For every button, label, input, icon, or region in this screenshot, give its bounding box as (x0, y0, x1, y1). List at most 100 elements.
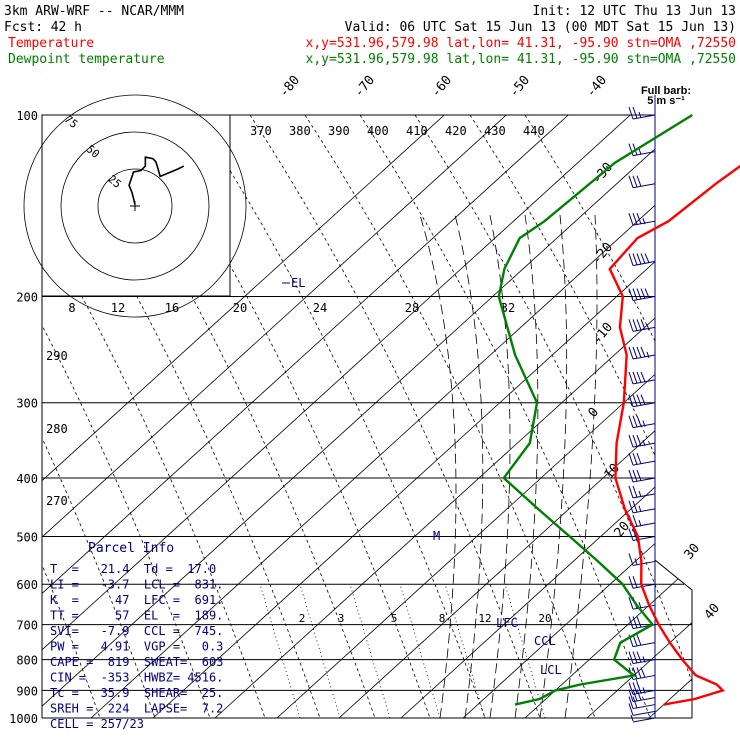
lfc-marker: LFC (496, 616, 518, 630)
pressure-label: 400 (16, 472, 38, 486)
isotherm-line (648, 115, 692, 718)
isotherm-line (90, 115, 692, 718)
el-marker: EL (291, 276, 305, 290)
isotherm-line (42, 115, 692, 718)
hodograph-ring (60, 131, 210, 281)
mixing-ratio-label: 20 (538, 612, 551, 625)
isotherm-line (462, 115, 692, 718)
pressure-label: 1000 (9, 712, 38, 726)
mixing-ratio-label: 12 (478, 612, 491, 625)
mixing-ratio-line (444, 584, 486, 718)
isotherm-label: -50 (507, 73, 534, 101)
theta-label: 290 (46, 349, 68, 363)
ccl-marker: CCL (534, 634, 556, 648)
wind-barb (628, 576, 656, 589)
theta-label: 280 (46, 422, 68, 436)
init-time: Init: 12 UTC Thu 13 Jun 13 (533, 4, 737, 19)
dry-adiabat (194, 115, 486, 718)
sounding-traces: EL M LFC CCL LCL (282, 113, 740, 706)
wind-barb (628, 682, 656, 695)
pressure-label: 500 (16, 530, 38, 544)
pressure-label: 800 (16, 654, 38, 668)
wind-barb (628, 288, 656, 302)
dewpoint-info: x,y=531.96,579.98 lat,lon= 41.31, -95.90… (306, 52, 736, 67)
wind-barb (628, 469, 656, 483)
isotherm-label: 40 (702, 601, 724, 623)
temperature-trace (608, 164, 740, 706)
lcl-marker: LCL (540, 663, 562, 677)
parcel-info-row: CIN = -353 HWBZ= 4516. (50, 671, 223, 685)
moist-adiabat (489, 214, 511, 718)
mixing-ratio-label: 3 (338, 612, 345, 625)
parcel-info-row: K = 47 LFC = 691. (50, 593, 223, 607)
isotherm-line (42, 115, 569, 718)
isotherm-line (586, 115, 692, 718)
wind-barb (628, 106, 656, 120)
parcel-info-row: Tc = 35.9 SHEAR= 25. (50, 686, 223, 700)
thetae-label: 32 (501, 301, 515, 315)
moist-adiabat (564, 214, 598, 718)
dewpoint-trace (497, 113, 693, 706)
wind-barb (628, 485, 656, 499)
temperature-legend: Temperature (8, 36, 94, 51)
parcel-info-row: T = 21.4 Td = 17.0 (50, 562, 216, 576)
mixing-ratio-line (259, 584, 301, 718)
pressure-label: 200 (16, 291, 38, 305)
wind-barb (628, 500, 656, 514)
moist-adiabat (514, 214, 539, 718)
mixing-ratio-line (504, 584, 546, 718)
thetae-label: 20 (233, 301, 247, 315)
valid-time: Valid: 06 UTC Sat 15 Jun 13 (00 MDT Sat … (345, 20, 736, 35)
theta-label: 380 (289, 124, 311, 138)
parcel-info-row: SVI= -7.9 CCL = 745. (50, 624, 223, 638)
isotherm-line (400, 115, 692, 718)
theta-label: 430 (484, 124, 506, 138)
wind-barb (628, 651, 656, 665)
wind-barb (628, 346, 656, 360)
hodograph-trace (128, 156, 185, 205)
wind-barb (628, 703, 656, 716)
wind-barb (630, 714, 656, 723)
wind-barb (628, 434, 656, 448)
theta-label: 400 (367, 124, 389, 138)
theta-label: 390 (328, 124, 350, 138)
pressure-label: 900 (16, 684, 38, 698)
mixing-ratio-label: 2 (299, 612, 306, 625)
isotherm-label: -10 (590, 320, 617, 348)
pressure-label: 300 (16, 397, 38, 411)
isotherm-label: -70 (352, 73, 379, 101)
moist-adiabat (419, 214, 457, 718)
isotherm-label: 0 (586, 405, 603, 421)
model-title: 3km ARW-WRF -- NCAR/MMM (4, 4, 184, 19)
moist-adiabat (454, 214, 484, 718)
temperature-info: x,y=531.96,579.98 lat,lon= 41.31, -95.90… (306, 36, 736, 51)
wind-barb (628, 213, 656, 226)
thetae-label: 8 (68, 301, 75, 315)
parcel-info-panel: Parcel Info T = 21.4 Td = 17.0 LI = -3.7 … (50, 541, 223, 731)
wind-barb (628, 371, 656, 385)
thetae-label: 28 (405, 301, 419, 315)
thetae-label: 24 (313, 301, 327, 315)
wind-barb (628, 553, 656, 566)
theta-label: 420 (445, 124, 467, 138)
pressure-label: 100 (16, 109, 38, 123)
mixing-ratio-line (299, 584, 341, 718)
isotherm-line (214, 115, 692, 718)
wind-barb (628, 253, 656, 267)
mixing-ratio-line (349, 584, 391, 718)
parcel-info-title: Parcel Info (88, 541, 174, 556)
isotherm-label: -40 (584, 73, 611, 101)
parcel-info-row: CAPE = 819 SWEAT= 603 (50, 655, 223, 669)
isotherm-label: 30 (682, 541, 704, 563)
isotherm-label: -60 (429, 73, 456, 101)
wind-barb (628, 394, 656, 408)
mixing-ratio-label: 5 (391, 612, 398, 625)
thetae-label: 16 (165, 301, 179, 315)
wind-barb (628, 689, 656, 703)
wind-barb (628, 452, 656, 466)
isotherm-line (524, 115, 692, 718)
full-barb-value: 5 m s⁻¹ (647, 95, 685, 107)
parcel-info-row: LI = -3.7 LCL = 831. (50, 578, 223, 592)
fcst-value: 42 h (51, 20, 82, 35)
